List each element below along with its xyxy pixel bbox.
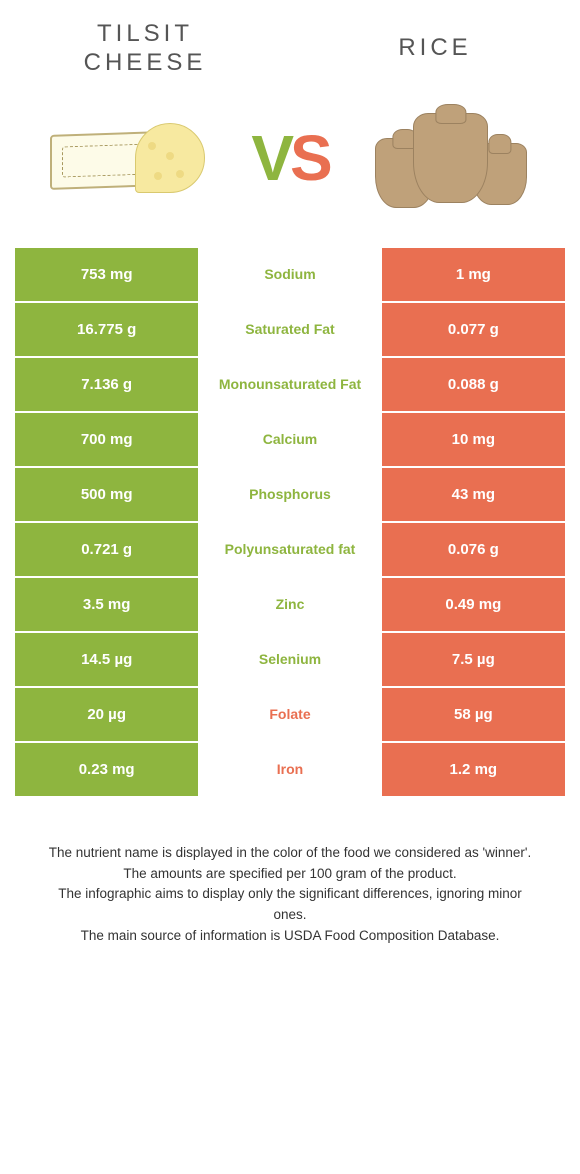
left-value: 0.23 mg [15, 743, 198, 796]
nutrient-name: Iron [198, 743, 381, 796]
left-value: 700 mg [15, 413, 198, 466]
right-value: 1.2 mg [382, 743, 565, 796]
nutrient-name: Polyunsaturated fat [198, 523, 381, 576]
right-value: 0.49 mg [382, 578, 565, 631]
nutrient-name: Phosphorus [198, 468, 381, 521]
nutrient-name: Calcium [198, 413, 381, 466]
nutrient-name: Saturated Fat [198, 303, 381, 356]
nutrient-name: Folate [198, 688, 381, 741]
table-row: 700 mgCalcium10 mg [15, 413, 565, 466]
left-value: 0.721 g [15, 523, 198, 576]
table-row: 16.775 gSaturated Fat0.077 g [15, 303, 565, 356]
right-value: 0.088 g [382, 358, 565, 411]
nutrient-name: Sodium [198, 248, 381, 301]
left-value: 14.5 µg [15, 633, 198, 686]
right-value: 7.5 µg [382, 633, 565, 686]
left-value: 20 µg [15, 688, 198, 741]
left-value: 753 mg [15, 248, 198, 301]
illustration-row: VS [15, 88, 565, 248]
comparison-table: 753 mgSodium1 mg16.775 gSaturated Fat0.0… [15, 248, 565, 796]
nutrient-name: Selenium [198, 633, 381, 686]
table-row: 7.136 gMonounsaturated Fat0.088 g [15, 358, 565, 411]
right-value: 0.076 g [382, 523, 565, 576]
table-row: 3.5 mgZinc0.49 mg [15, 578, 565, 631]
left-value: 16.775 g [15, 303, 198, 356]
table-row: 20 µgFolate58 µg [15, 688, 565, 741]
left-value: 3.5 mg [15, 578, 198, 631]
footer-notes: The nutrient name is displayed in the co… [15, 798, 565, 948]
right-value: 58 µg [382, 688, 565, 741]
footer-line: The main source of information is USDA F… [40, 926, 540, 947]
table-row: 0.23 mgIron1.2 mg [15, 743, 565, 796]
food-title-right: RICE [335, 34, 535, 63]
left-value: 7.136 g [15, 358, 198, 411]
footer-line: The nutrient name is displayed in the co… [40, 843, 540, 864]
table-row: 500 mgPhosphorus43 mg [15, 468, 565, 521]
right-value: 10 mg [382, 413, 565, 466]
footer-line: The infographic aims to display only the… [40, 884, 540, 926]
right-value: 0.077 g [382, 303, 565, 356]
cheese-icon [35, 98, 225, 218]
nutrient-name: Monounsaturated Fat [198, 358, 381, 411]
vs-label: VS [251, 126, 328, 190]
vs-s: S [290, 126, 329, 190]
header: TILSITCHEESE RICE [15, 20, 565, 88]
nutrient-name: Zinc [198, 578, 381, 631]
table-row: 0.721 gPolyunsaturated fat0.076 g [15, 523, 565, 576]
vs-v: V [251, 126, 290, 190]
right-value: 1 mg [382, 248, 565, 301]
table-row: 753 mgSodium1 mg [15, 248, 565, 301]
table-row: 14.5 µgSelenium7.5 µg [15, 633, 565, 686]
left-value: 500 mg [15, 468, 198, 521]
footer-line: The amounts are specified per 100 gram o… [40, 864, 540, 885]
food-title-left: TILSITCHEESE [45, 20, 245, 78]
right-value: 43 mg [382, 468, 565, 521]
rice-icon [355, 98, 545, 218]
